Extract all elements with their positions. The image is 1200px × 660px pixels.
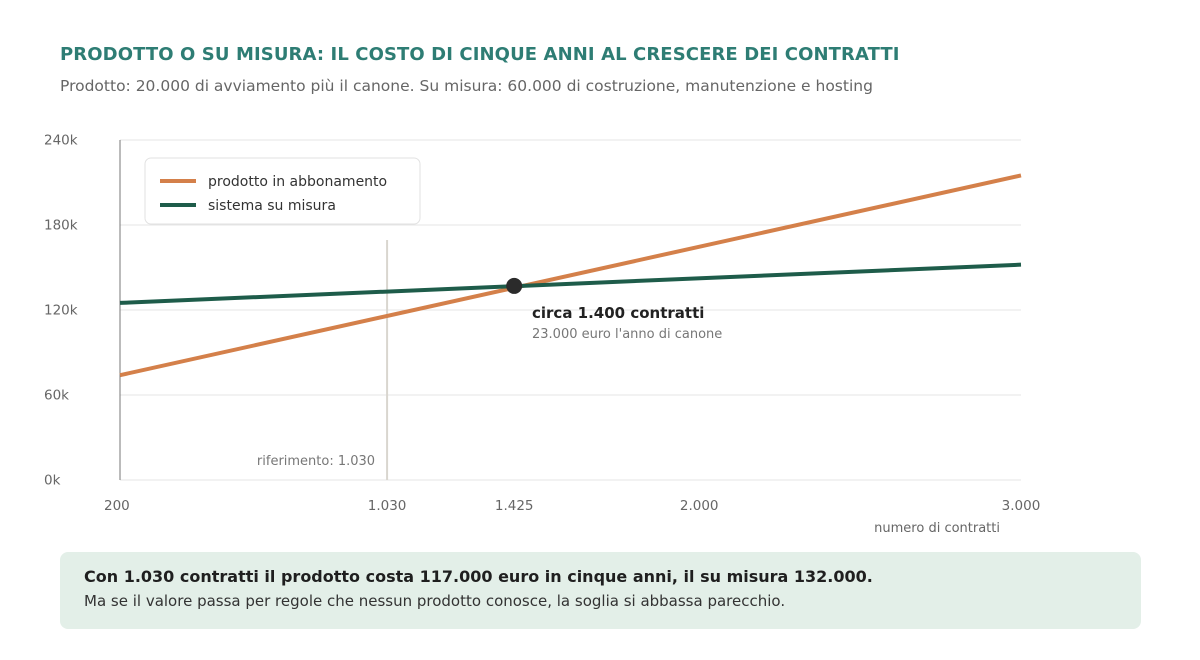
reference-label: riferimento: 1.030 [257, 454, 375, 469]
legend-box [144, 157, 421, 225]
intersection-point [506, 277, 523, 294]
reference-marker: riferimento: 1.030 [257, 240, 389, 480]
x-tick-label: 2.000 [680, 498, 719, 514]
series-line-prodotto [119, 173, 1022, 378]
summary-callout: Con 1.030 contratti il prodotto costa 11… [60, 552, 1141, 629]
legend-label: sistema su misura [208, 198, 336, 214]
chart-subtitle: Prodotto: 20.000 di avviamento più il ca… [60, 77, 873, 95]
x-tick-label: 200 [104, 498, 130, 514]
series [119, 173, 1022, 378]
x-axis-title: numero di contratti [874, 521, 1000, 536]
grid [120, 139, 1021, 481]
line-chart: riferimento: 1.030 0k 60k 120k 180k 240k 200 1… [44, 133, 1040, 537]
legend-label: prodotto in abbonamento [208, 174, 387, 190]
y-tick-label: 240k [44, 133, 78, 149]
axes: 0k 60k 120k 180k 240k 200 1.030 1.425 2.000 3.000… [44, 133, 1040, 537]
intersection-label: circa 1.400 contratti [532, 304, 704, 322]
y-tick-label: 0k [44, 473, 61, 489]
series-line-su-misura [119, 262, 1022, 305]
callout-headline: Con 1.030 contratti il prodotto costa 11… [84, 567, 873, 586]
callout-note: Ma se il valore passa per regole che nes… [84, 592, 786, 610]
intersection-annotation: circa 1.400 contratti 23.000 euro l'anno … [506, 277, 722, 342]
intersection-sublabel: 23.000 euro l'anno di canone [532, 327, 722, 342]
chart-title: PRODOTTO O SU MISURA: IL COSTO DI CINQUE… [60, 44, 900, 65]
x-tick-label: 3.000 [1002, 498, 1041, 514]
y-tick-label: 180k [44, 218, 78, 234]
x-tick-label: 1.030 [368, 498, 407, 514]
y-tick-label: 120k [44, 303, 78, 319]
legend: prodotto in abbonamento sistema su misura [144, 157, 421, 225]
x-tick-label: 1.425 [495, 498, 534, 514]
y-tick-label: 60k [44, 388, 69, 404]
